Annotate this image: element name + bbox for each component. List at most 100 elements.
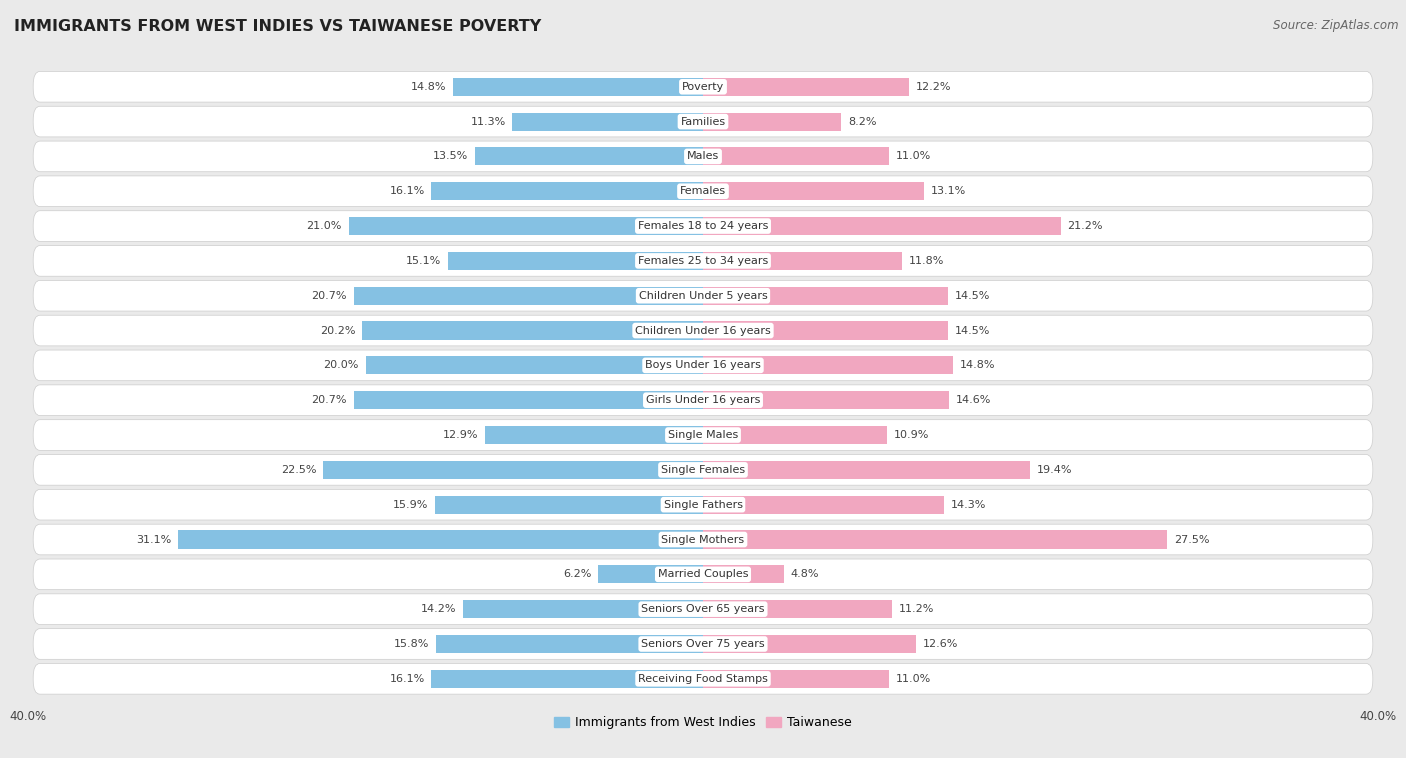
Text: 14.8%: 14.8%	[959, 360, 995, 371]
Text: 8.2%: 8.2%	[848, 117, 876, 127]
Text: 11.3%: 11.3%	[471, 117, 506, 127]
Text: Seniors Over 65 years: Seniors Over 65 years	[641, 604, 765, 614]
Text: 13.1%: 13.1%	[931, 186, 966, 196]
Text: 11.2%: 11.2%	[898, 604, 934, 614]
Bar	[432, 670, 703, 688]
Bar	[354, 287, 703, 305]
Bar	[703, 252, 903, 270]
Bar	[703, 426, 887, 444]
Bar	[449, 252, 703, 270]
FancyBboxPatch shape	[34, 211, 1372, 241]
Bar	[475, 147, 703, 165]
FancyBboxPatch shape	[34, 176, 1372, 207]
Text: 10.9%: 10.9%	[894, 430, 929, 440]
FancyBboxPatch shape	[34, 525, 1372, 555]
Text: 14.5%: 14.5%	[955, 291, 990, 301]
Bar	[703, 217, 1060, 235]
Bar	[354, 391, 703, 409]
Bar	[703, 78, 908, 96]
Bar	[179, 531, 703, 549]
Text: 14.5%: 14.5%	[955, 325, 990, 336]
Text: Females 18 to 24 years: Females 18 to 24 years	[638, 221, 768, 231]
Bar	[436, 635, 703, 653]
Text: 4.8%: 4.8%	[790, 569, 820, 579]
Bar	[703, 112, 841, 130]
Text: 14.8%: 14.8%	[411, 82, 447, 92]
Text: 20.7%: 20.7%	[312, 395, 347, 406]
Text: Boys Under 16 years: Boys Under 16 years	[645, 360, 761, 371]
Text: 12.2%: 12.2%	[915, 82, 950, 92]
Text: 19.4%: 19.4%	[1038, 465, 1073, 475]
Text: Children Under 5 years: Children Under 5 years	[638, 291, 768, 301]
Bar	[703, 670, 889, 688]
Text: 16.1%: 16.1%	[389, 674, 425, 684]
Text: Single Males: Single Males	[668, 430, 738, 440]
Bar	[363, 321, 703, 340]
Text: 16.1%: 16.1%	[389, 186, 425, 196]
Bar	[703, 182, 924, 200]
Bar	[453, 78, 703, 96]
Text: 13.5%: 13.5%	[433, 152, 468, 161]
Text: 21.0%: 21.0%	[307, 221, 342, 231]
Text: 15.1%: 15.1%	[406, 256, 441, 266]
Text: 11.0%: 11.0%	[896, 152, 931, 161]
Bar	[703, 565, 785, 584]
Bar	[703, 321, 948, 340]
FancyBboxPatch shape	[34, 141, 1372, 172]
Text: 11.0%: 11.0%	[896, 674, 931, 684]
Text: IMMIGRANTS FROM WEST INDIES VS TAIWANESE POVERTY: IMMIGRANTS FROM WEST INDIES VS TAIWANESE…	[14, 19, 541, 34]
Text: 20.7%: 20.7%	[312, 291, 347, 301]
FancyBboxPatch shape	[34, 106, 1372, 137]
Bar	[432, 182, 703, 200]
Text: 15.9%: 15.9%	[392, 500, 427, 509]
Bar	[703, 147, 889, 165]
Bar	[349, 217, 703, 235]
Text: Receiving Food Stamps: Receiving Food Stamps	[638, 674, 768, 684]
Text: 14.6%: 14.6%	[956, 395, 991, 406]
Text: 12.6%: 12.6%	[922, 639, 957, 649]
Text: 14.3%: 14.3%	[950, 500, 987, 509]
FancyBboxPatch shape	[34, 490, 1372, 520]
Text: 14.2%: 14.2%	[422, 604, 457, 614]
Text: Seniors Over 75 years: Seniors Over 75 years	[641, 639, 765, 649]
Text: 6.2%: 6.2%	[564, 569, 592, 579]
Bar	[703, 287, 948, 305]
Text: 20.0%: 20.0%	[323, 360, 359, 371]
FancyBboxPatch shape	[34, 559, 1372, 590]
Text: 21.2%: 21.2%	[1067, 221, 1102, 231]
Bar	[366, 356, 703, 374]
Text: Married Couples: Married Couples	[658, 569, 748, 579]
Bar	[703, 600, 891, 619]
Text: Single Mothers: Single Mothers	[661, 534, 745, 544]
Text: 11.8%: 11.8%	[908, 256, 945, 266]
Text: Families: Families	[681, 117, 725, 127]
Bar	[464, 600, 703, 619]
Bar	[703, 496, 945, 514]
FancyBboxPatch shape	[34, 71, 1372, 102]
FancyBboxPatch shape	[34, 350, 1372, 381]
Text: 27.5%: 27.5%	[1174, 534, 1209, 544]
Text: Girls Under 16 years: Girls Under 16 years	[645, 395, 761, 406]
FancyBboxPatch shape	[34, 455, 1372, 485]
Text: Source: ZipAtlas.com: Source: ZipAtlas.com	[1274, 19, 1399, 32]
FancyBboxPatch shape	[34, 280, 1372, 311]
Bar	[703, 391, 949, 409]
Text: 15.8%: 15.8%	[394, 639, 430, 649]
Bar	[599, 565, 703, 584]
Text: 22.5%: 22.5%	[281, 465, 316, 475]
Text: 12.9%: 12.9%	[443, 430, 478, 440]
Bar	[703, 356, 953, 374]
Bar	[703, 635, 915, 653]
Bar	[434, 496, 703, 514]
Bar	[703, 531, 1167, 549]
FancyBboxPatch shape	[34, 594, 1372, 625]
Text: Single Females: Single Females	[661, 465, 745, 475]
Text: 20.2%: 20.2%	[321, 325, 356, 336]
Bar	[323, 461, 703, 479]
Text: Females 25 to 34 years: Females 25 to 34 years	[638, 256, 768, 266]
Bar	[485, 426, 703, 444]
Bar	[703, 461, 1031, 479]
FancyBboxPatch shape	[34, 385, 1372, 415]
FancyBboxPatch shape	[34, 663, 1372, 694]
FancyBboxPatch shape	[34, 315, 1372, 346]
